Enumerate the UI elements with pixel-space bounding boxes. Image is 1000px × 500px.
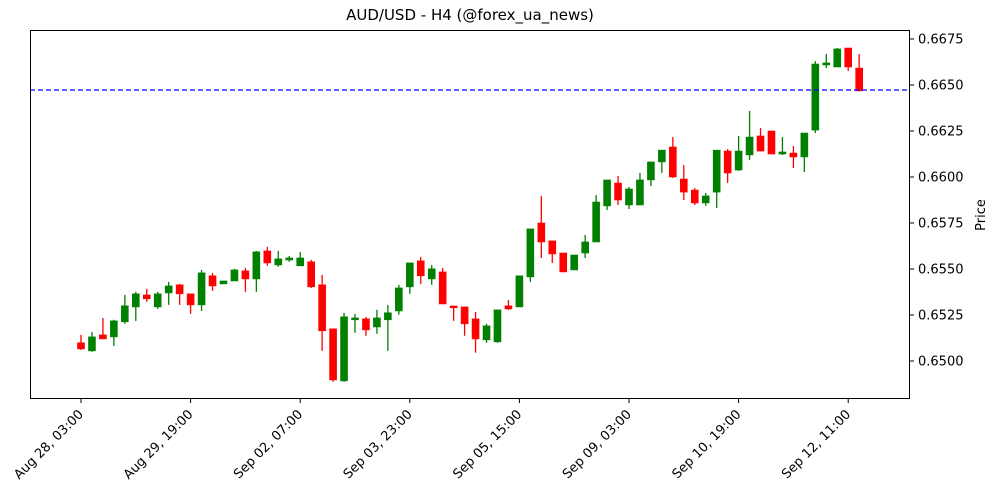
y-tick-label: 0.6625	[918, 125, 964, 140]
candle	[241, 267, 250, 292]
candle	[855, 54, 863, 92]
candle	[745, 110, 754, 160]
candle	[712, 149, 721, 208]
candle	[153, 291, 162, 309]
candle	[296, 251, 305, 267]
candle	[669, 137, 677, 178]
candle	[734, 135, 743, 171]
candle	[99, 317, 107, 340]
candle	[603, 179, 611, 210]
candle	[658, 149, 666, 173]
candle	[647, 161, 655, 187]
y-tick-label: 0.6500	[918, 355, 964, 370]
x-tick-label: Sep 02, 07:00	[231, 407, 306, 482]
candle	[197, 269, 206, 311]
candle	[526, 228, 535, 282]
candle	[175, 283, 184, 305]
candle	[142, 288, 151, 302]
candle	[351, 313, 359, 333]
x-axis: Aug 28, 03:00 Aug 29, 19:00 Sep 02, 07:00 S…	[11, 399, 854, 483]
candle	[614, 175, 622, 205]
chart-title: AUD/USD - H4 (@forex_ua_news)	[346, 6, 594, 24]
candle	[230, 268, 239, 282]
candle	[548, 240, 557, 263]
candle	[307, 259, 315, 288]
candle	[88, 331, 96, 352]
candle	[811, 61, 820, 134]
candle	[581, 234, 589, 258]
candle	[132, 291, 140, 321]
x-tick-label: Sep 05, 15:00	[450, 407, 525, 482]
candle	[263, 246, 272, 266]
candle	[504, 299, 513, 311]
candle	[121, 294, 129, 324]
candle	[384, 304, 392, 351]
candle	[449, 305, 458, 321]
candle	[373, 309, 381, 334]
candle	[252, 250, 261, 292]
candle	[482, 323, 491, 343]
candle	[438, 267, 447, 305]
candle	[362, 316, 370, 336]
candle	[515, 275, 524, 308]
candle	[493, 309, 502, 343]
candle	[559, 252, 568, 273]
y-tick-label: 0.6600	[918, 171, 964, 186]
y-tick-label: 0.6675	[918, 33, 964, 48]
candle	[679, 165, 688, 200]
x-tick-label: Sep 09, 03:00	[560, 407, 635, 482]
candle	[427, 264, 436, 285]
candle	[844, 47, 853, 72]
candle	[690, 188, 699, 205]
candle	[460, 306, 469, 336]
candle	[789, 146, 798, 168]
candle	[405, 262, 414, 294]
x-tick-label: Sep 12, 11:00	[779, 407, 854, 482]
y-tick-label: 0.6550	[918, 263, 964, 278]
candle	[329, 328, 337, 382]
candle	[208, 272, 217, 291]
candle	[164, 281, 173, 305]
candle	[110, 319, 118, 346]
candle	[274, 250, 283, 267]
candle	[471, 311, 480, 353]
candle	[219, 280, 228, 285]
y-tick-label: 0.6525	[918, 309, 964, 324]
y-axis-label: Price	[974, 199, 989, 231]
candle	[723, 149, 732, 183]
candle	[395, 284, 403, 315]
candle	[822, 54, 831, 69]
candle	[701, 193, 710, 206]
candle	[77, 334, 85, 350]
candle	[767, 130, 776, 155]
x-tick-label: Sep 03, 23:00	[341, 407, 416, 482]
candle	[285, 255, 294, 262]
candle	[537, 195, 546, 258]
candle	[778, 137, 787, 155]
candle	[592, 195, 600, 243]
candles-layer	[77, 47, 863, 382]
candle	[570, 254, 579, 271]
y-tick-label: 0.6575	[918, 217, 964, 232]
candle	[625, 186, 633, 210]
candle	[833, 48, 842, 68]
candle	[756, 128, 765, 152]
candle	[800, 132, 809, 173]
y-tick-label: 0.6650	[918, 79, 964, 94]
plot-area-frame	[30, 30, 910, 399]
candle	[340, 312, 348, 382]
x-tick-label: Aug 28, 03:00	[11, 407, 87, 483]
y-axis: 0.6500 0.6525 0.6550 0.6575 0.6600 0.6625 0.66…	[910, 33, 964, 370]
candle	[416, 256, 425, 284]
x-tick-label: Aug 29, 19:00	[121, 407, 197, 483]
candle	[636, 172, 644, 206]
candle	[186, 293, 195, 314]
x-tick-label: Sep 10, 19:00	[670, 407, 745, 482]
candle	[318, 274, 326, 351]
